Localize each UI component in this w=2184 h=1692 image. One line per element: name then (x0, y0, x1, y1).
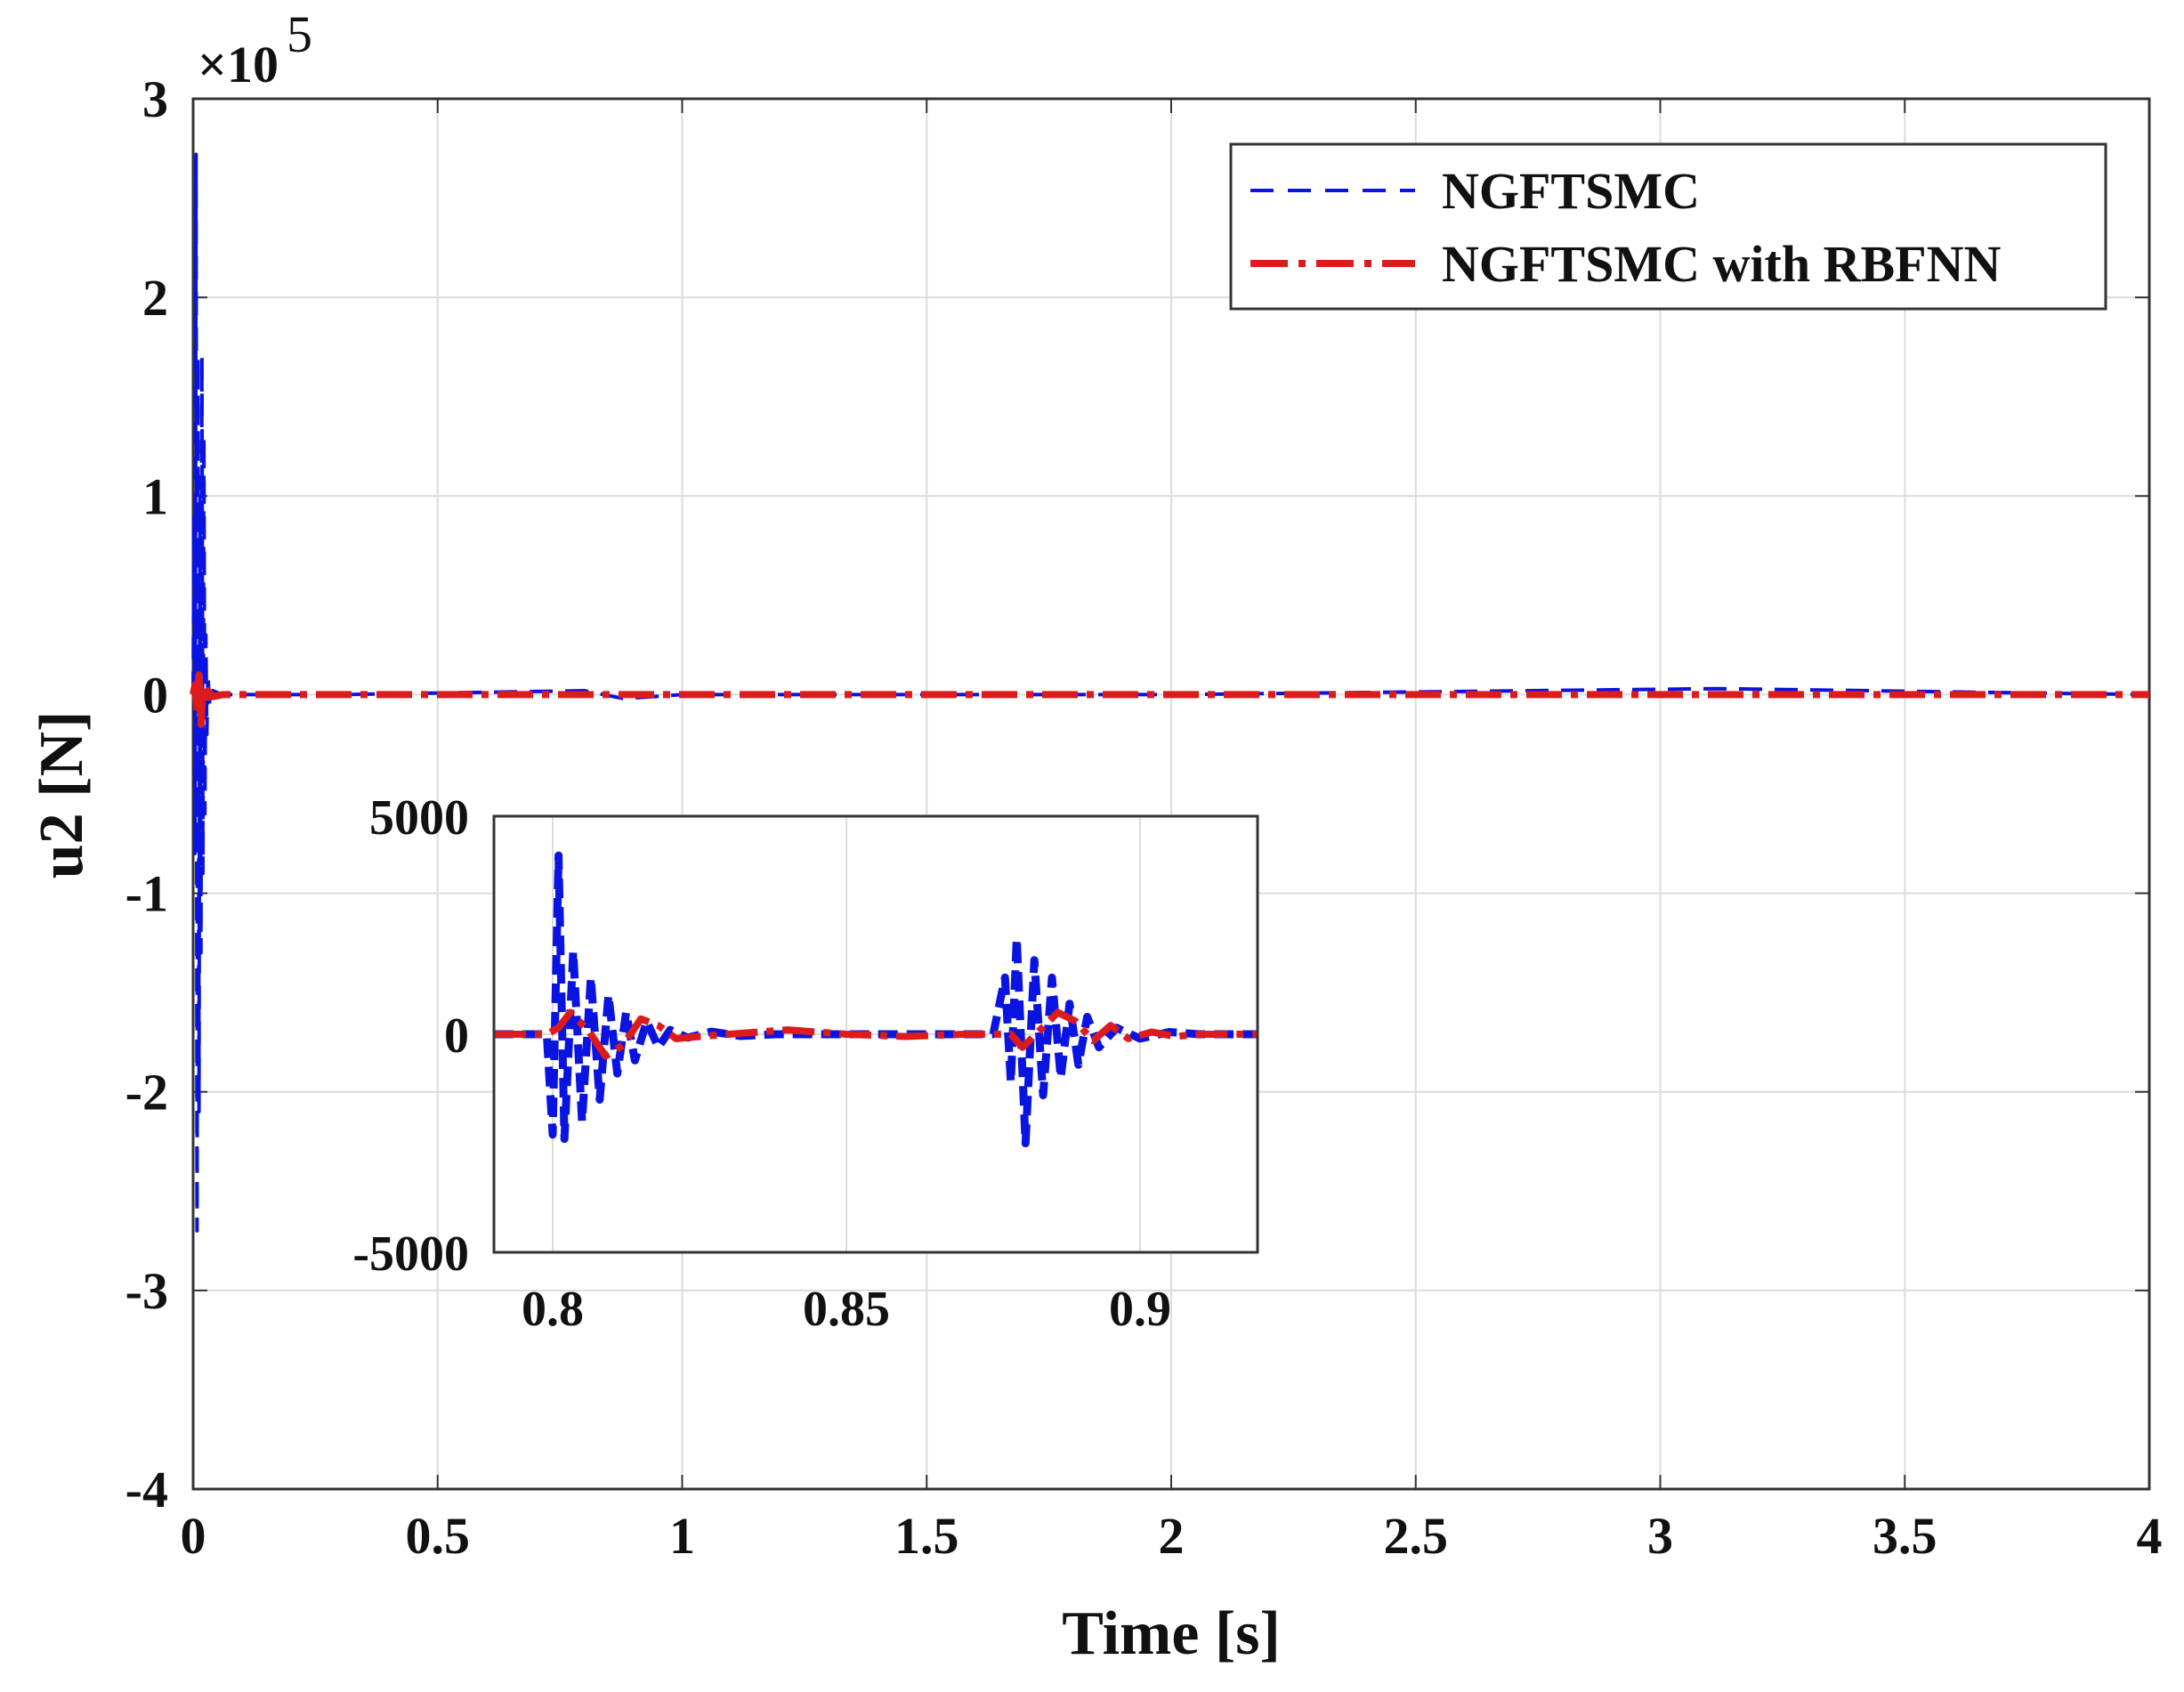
series-line-ngftsmc (494, 851, 1258, 1147)
x-tick-label-4: 4 (2137, 1507, 2163, 1565)
y-tick-label-2: 2 (142, 269, 168, 327)
x-tick-label-2-5: 2.5 (1384, 1507, 1449, 1565)
series-line-ngftsmc (191, 152, 2150, 1233)
legend-box (1229, 142, 2107, 311)
x-tick-label-2: 2 (1159, 1507, 1185, 1565)
y-tick-label-5000: 5000 (369, 790, 469, 846)
y-tick-label-1: 1 (142, 467, 168, 525)
series-line-ngftsmc-with-rbfnn (494, 1008, 1258, 1060)
x-tick-label-0-5: 0.5 (406, 1507, 471, 1565)
x-tick-label-0-8: 0.8 (522, 1282, 584, 1337)
y-multiplier-exponent: 5 (287, 5, 312, 63)
x-tick-label-1-5: 1.5 (894, 1507, 959, 1565)
inset-plot-frame (492, 814, 1259, 1254)
x-tick-label-3-5: 3.5 (1873, 1507, 1937, 1565)
y-tick-label-3: 3 (142, 70, 168, 128)
series-line-ngftsmc-with-rbfnn (190, 671, 2149, 728)
x-tick-label-0: 0 (181, 1507, 206, 1565)
x-tick-label-1: 1 (669, 1507, 695, 1565)
main-series-layer (190, 152, 2150, 1233)
legend: NGFTSMC NGFTSMC with RBFNN (1229, 142, 2107, 311)
legend-label-ngftsmc: NGFTSMC (1442, 162, 1700, 220)
x-tick-label-0-9: 0.9 (1109, 1282, 1171, 1337)
y-multiplier-label: ×10 (198, 36, 279, 93)
y-tick-label-5000: -5000 (352, 1226, 469, 1282)
inset-series-layer (494, 851, 1258, 1147)
y-tick-label-4: -4 (125, 1461, 168, 1518)
x-axis-label: Time [s] (1062, 1599, 1281, 1668)
x-tick-label-0-85: 0.85 (803, 1282, 890, 1337)
y-axis-label: u2 [N] (28, 711, 96, 879)
y-tick-label-2: -2 (125, 1064, 168, 1121)
inset-axes: 0.8 0.85 0.9 5000 0 -5000 (352, 790, 1259, 1337)
y-tick-label-1: -1 (125, 865, 168, 923)
x-tick-label-3: 3 (1647, 1507, 1673, 1565)
legend-label-ngftsmc-rbfnn: NGFTSMC with RBFNN (1442, 235, 2001, 293)
inset-y-tick-labels: 5000 0 -5000 (352, 790, 469, 1282)
inset-x-tick-labels: 0.8 0.85 0.9 (522, 1282, 1171, 1337)
y-multiplier: ×10 5 (198, 5, 312, 93)
main-y-tick-labels: 3 2 1 0 -1 -2 -3 -4 (125, 70, 168, 1518)
main-x-tick-labels: 0 0.5 1 1.5 2 2.5 3 3.5 4 (181, 1507, 2163, 1565)
y-tick-label-3: -3 (125, 1262, 168, 1320)
y-tick-label-0: 0 (444, 1008, 469, 1064)
y-tick-label-0: 0 (142, 666, 168, 724)
